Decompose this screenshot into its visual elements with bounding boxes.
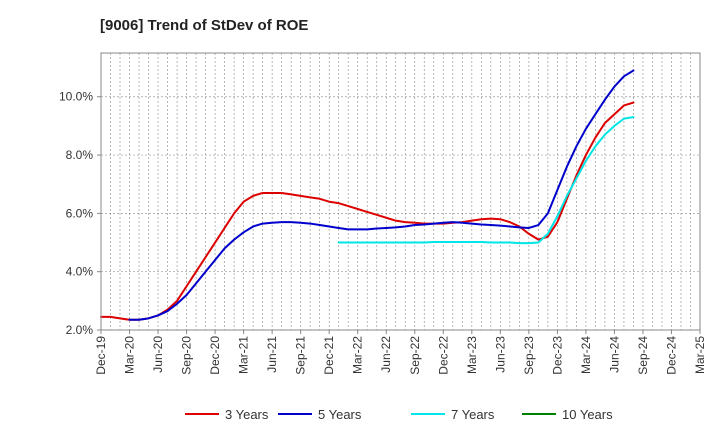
y-tick-label: 10.0% — [59, 90, 93, 104]
x-tick-label: Dec-20 — [208, 336, 222, 375]
legend-label: 7 Years — [451, 407, 495, 422]
y-tick-label: 8.0% — [66, 148, 94, 162]
x-tick-label: Mar-22 — [351, 336, 365, 374]
x-tick-label: Mar-25 — [693, 336, 707, 374]
x-tick-label: Sep-20 — [180, 336, 194, 375]
x-tick-label: Jun-21 — [265, 336, 279, 373]
plot-frame — [100, 52, 701, 331]
x-tick-label: Dec-23 — [550, 336, 564, 375]
x-tick-label: Sep-24 — [636, 336, 650, 375]
legend-label: 3 Years — [225, 407, 269, 422]
x-tick-label: Sep-22 — [408, 336, 422, 375]
x-tick-label: Jun-23 — [493, 336, 507, 373]
x-tick-label: Sep-23 — [522, 336, 536, 375]
series-layer — [100, 69, 635, 321]
x-tick-label: Sep-21 — [294, 336, 308, 375]
x-tick-label: Mar-24 — [579, 336, 593, 374]
x-tick-label: Mar-20 — [123, 336, 137, 374]
series-line-2 — [337, 116, 635, 245]
chart-title: [9006] Trend of StDev of ROE — [100, 17, 308, 34]
x-tick-label: Dec-22 — [436, 336, 450, 375]
x-tick-label: Dec-19 — [94, 336, 108, 375]
x-tick-label: Jun-22 — [379, 336, 393, 373]
x-tick-label: Jun-20 — [151, 336, 165, 373]
x-tick-label: Dec-24 — [664, 336, 678, 375]
y-tick-label: 6.0% — [66, 206, 94, 220]
x-tick-label: Dec-21 — [322, 336, 336, 375]
y-tick-label: 4.0% — [66, 265, 94, 279]
legend-label: 5 Years — [318, 407, 362, 422]
legend-layer: 3 Years 5 Years 7 Years 10 Years — [185, 407, 613, 422]
x-tick-label: Mar-21 — [237, 336, 251, 374]
x-tick-label: Jun-24 — [607, 336, 621, 373]
axis-layer: 2.0% 4.0% 6.0% 8.0% 10.0% Dec-19 Mar-20 Jun-20 S… — [59, 52, 707, 375]
series-line-1 — [128, 69, 635, 321]
series-line-0 — [100, 101, 635, 321]
legend-label: 10 Years — [562, 407, 613, 422]
x-tick-label: Mar-23 — [465, 336, 479, 374]
y-tick-label: 2.0% — [66, 323, 94, 337]
